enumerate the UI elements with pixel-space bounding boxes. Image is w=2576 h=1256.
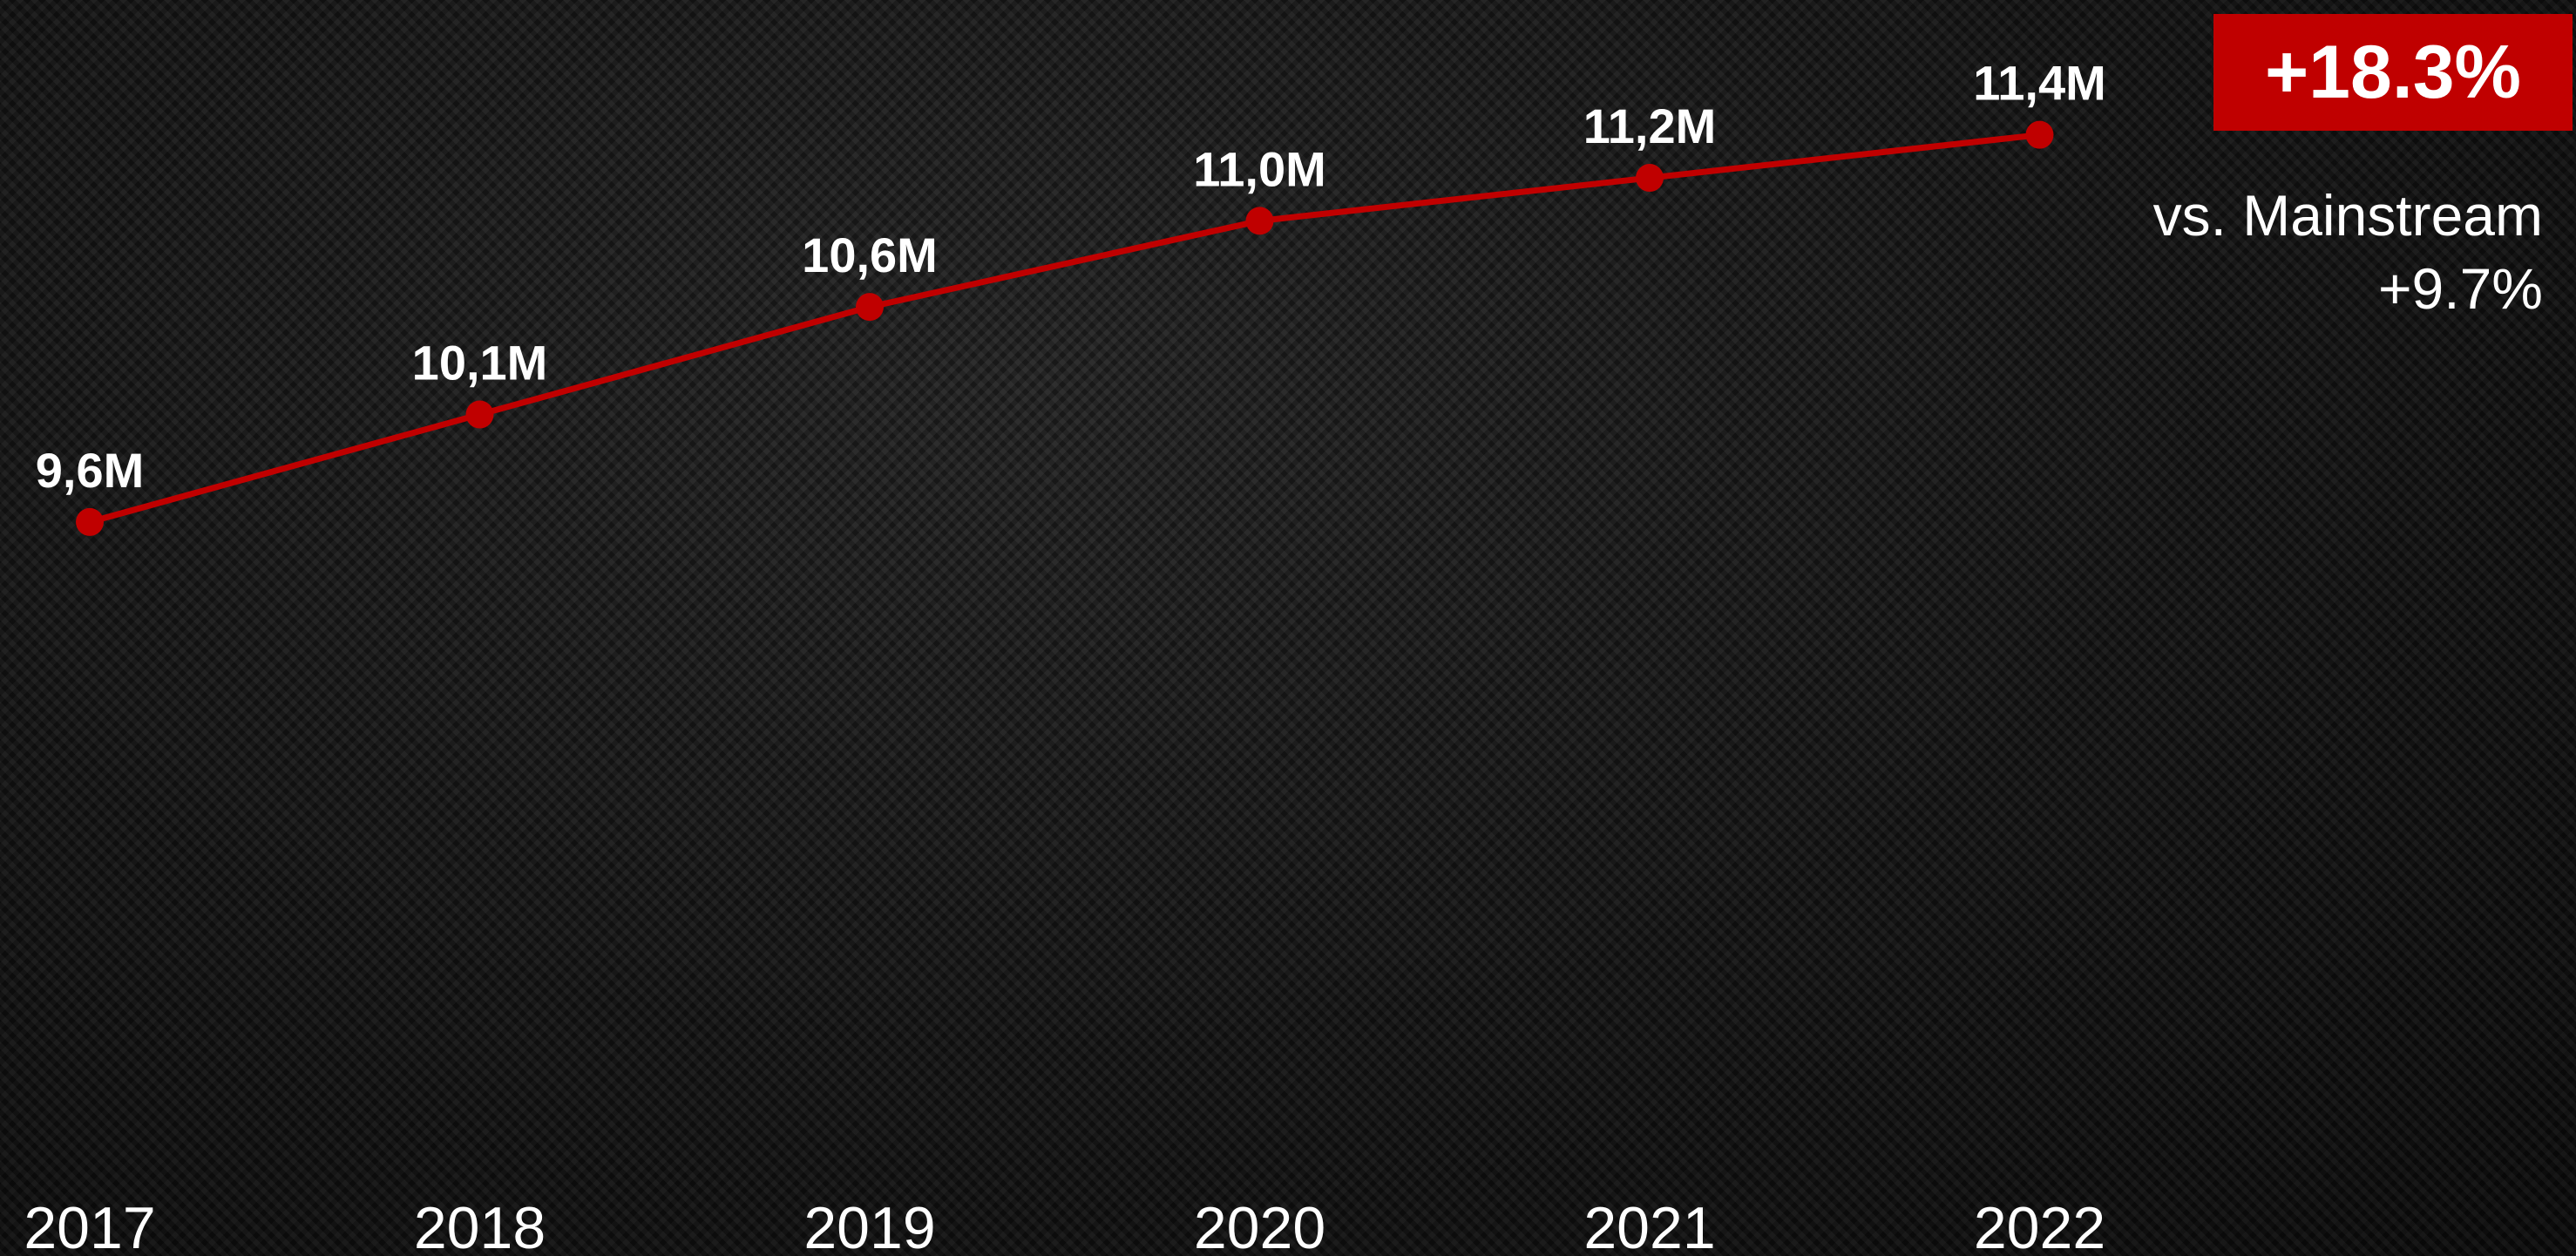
x-tick-label: 2020: [1194, 1195, 1325, 1256]
comparison-label: vs. Mainstream: [2152, 183, 2543, 248]
data-label: 11,2M: [1583, 98, 1717, 153]
x-tick-label: 2019: [803, 1195, 935, 1256]
series-layer: [76, 120, 2054, 536]
data-point: [1636, 164, 1664, 193]
series-line: [89, 132, 2040, 526]
data-point: [465, 400, 494, 429]
data-label: 11,0M: [1193, 141, 1326, 196]
mainstream-comparison: vs. Mainstream +9.7%: [2153, 179, 2543, 325]
x-tick-label: 2017: [24, 1195, 155, 1256]
data-point: [856, 293, 884, 322]
x-axis-ticks: 2017 2018 2019 2020 2021 2022: [24, 1195, 2105, 1256]
x-tick-label: 2022: [1974, 1195, 2105, 1256]
data-label: 11,4M: [1973, 56, 2106, 111]
x-tick-label: 2021: [1583, 1195, 1715, 1256]
data-label: 9,6M: [36, 443, 145, 498]
data-labels-layer: 9,6M 10,1M 10,6M 11,0M 11,2M 11,4M: [36, 56, 2106, 498]
data-point: [1245, 207, 1274, 235]
comparison-value: +9.7%: [2378, 256, 2543, 321]
data-point: [76, 507, 104, 536]
growth-badge-value: +18.3%: [2264, 30, 2522, 114]
growth-badge: +18.3%: [2213, 14, 2573, 131]
data-point: [2025, 120, 2054, 149]
data-label: 10,1M: [412, 336, 548, 390]
x-tick-label: 2018: [414, 1195, 546, 1256]
data-label: 10,6M: [802, 227, 938, 282]
